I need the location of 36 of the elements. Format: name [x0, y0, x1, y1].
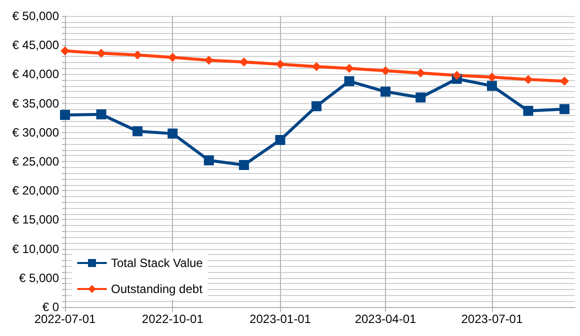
point	[168, 52, 178, 62]
point	[344, 76, 354, 86]
y-tick-label: € 25,000	[12, 154, 60, 168]
x-tick-label: 2023-07-01	[461, 312, 523, 326]
point	[96, 109, 106, 120]
y-tick-label: € 20,000	[12, 184, 60, 198]
x-tick-label: 2023-04-01	[354, 312, 417, 326]
point	[380, 86, 391, 97]
y-tick-label: € 30,000	[12, 125, 60, 140]
legend-label: Total Stack Value	[111, 256, 204, 270]
y-tick-label: € 50,000	[12, 9, 60, 23]
point	[523, 106, 534, 116]
y-tick-label: € 15,000	[12, 212, 60, 227]
y-tick-label: € 35,000	[12, 96, 60, 110]
y-tick-label: € 10,000	[12, 242, 60, 256]
y-tick-label: € 0	[42, 300, 60, 314]
y-tick-label: € 45,000	[12, 38, 60, 52]
x-tick-label: 2022-07-01	[34, 312, 96, 326]
point	[452, 70, 462, 80]
point	[168, 128, 178, 139]
point	[559, 104, 570, 114]
point	[416, 92, 426, 102]
point	[60, 110, 70, 120]
legend-label: Outstanding debt	[111, 282, 204, 296]
y-tick-label: € 5,000	[18, 270, 60, 285]
point	[204, 155, 214, 166]
point	[132, 126, 143, 136]
point	[524, 74, 533, 84]
x-tick-label: 2023-01-01	[250, 312, 312, 326]
point	[275, 134, 286, 145]
x-tick-label: 2022-10-01	[142, 312, 204, 326]
y-tick-label: € 40,000	[12, 67, 60, 82]
point	[486, 80, 497, 91]
point	[238, 160, 249, 170]
point	[60, 46, 70, 56]
point	[311, 101, 322, 112]
